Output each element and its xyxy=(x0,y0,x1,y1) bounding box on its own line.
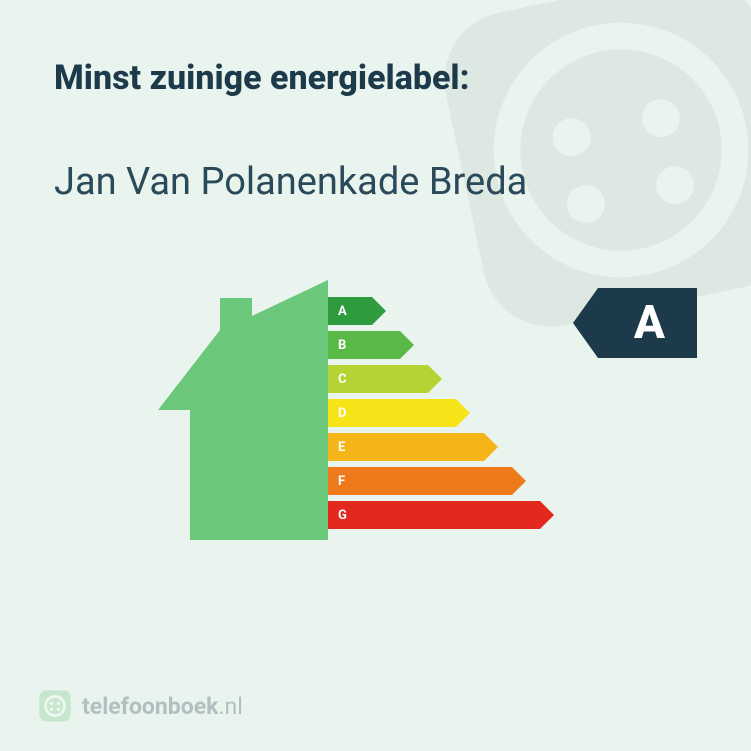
energy-bar-label: E xyxy=(338,440,345,455)
energy-bar-row: A xyxy=(328,296,540,326)
energy-bar-g: G xyxy=(328,501,540,529)
footer-brand-icon xyxy=(38,689,72,723)
energy-bar-row: D xyxy=(328,398,540,428)
energy-bar-label: A xyxy=(338,304,347,319)
footer-brand-text: telefoonboek.nl xyxy=(82,693,243,720)
energy-bars: A B C D E F G xyxy=(328,296,540,534)
energy-bar-b: B xyxy=(328,331,400,359)
energy-bar-f: F xyxy=(328,467,512,495)
energy-label-graphic: A B C D E F G A xyxy=(54,284,697,584)
energy-bar-label: G xyxy=(338,508,347,523)
energy-bar-label: D xyxy=(338,406,346,421)
energy-bar-c: C xyxy=(328,365,428,393)
footer-brand: telefoonboek.nl xyxy=(38,689,243,723)
footer-brand-bold: telefoonboek xyxy=(82,693,218,720)
energy-bar-label: C xyxy=(338,372,347,387)
energy-bar-row: C xyxy=(328,364,540,394)
footer-brand-tld: .nl xyxy=(218,693,242,720)
page-subtitle: Jan Van Polanenkade Breda xyxy=(54,160,697,204)
energy-bar-row: B xyxy=(328,330,540,360)
energy-bar-row: F xyxy=(328,466,540,496)
energy-bar-e: E xyxy=(328,433,484,461)
page-title: Minst zuinige energielabel: xyxy=(54,58,697,98)
rating-badge: A xyxy=(598,288,697,358)
energy-bar-a: A xyxy=(328,297,372,325)
energy-bar-row: E xyxy=(328,432,540,462)
energy-bar-row: G xyxy=(328,500,540,530)
energy-bar-d: D xyxy=(328,399,456,427)
energy-bar-label: B xyxy=(338,338,346,353)
energy-bar-label: F xyxy=(338,474,345,489)
rating-badge-letter: A xyxy=(634,296,665,350)
house-icon xyxy=(158,280,328,540)
